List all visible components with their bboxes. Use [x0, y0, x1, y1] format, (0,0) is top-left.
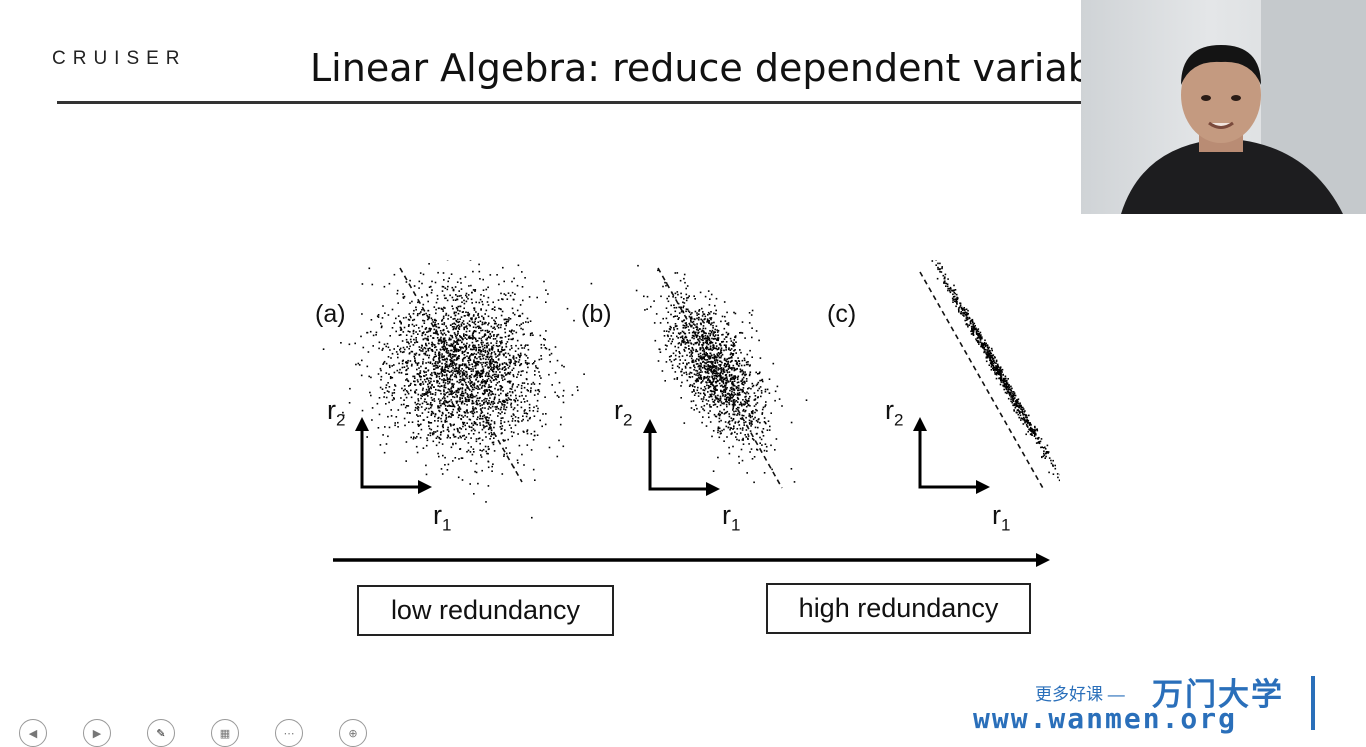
principal-line-c [920, 272, 1044, 490]
low-redundancy-box: low redundancy [357, 585, 614, 636]
axes-a [362, 427, 422, 487]
webcam-person-icon [1081, 0, 1366, 214]
axes-c-x-head [976, 480, 990, 494]
title-underline [57, 101, 1087, 104]
redundancy-arrow-head [1036, 553, 1050, 567]
axes-a-x-head [418, 480, 432, 494]
axes-a-y-head [355, 417, 369, 431]
axes-b-x-head [706, 482, 720, 496]
panel-b-label: (b) [581, 300, 612, 329]
scatter-cloud-b [636, 260, 808, 483]
prev-icon[interactable]: ◀ [19, 719, 47, 747]
redundancy-figure: (a) (b) (c) r2 r1 r2 r1 r2 r1 low redund… [300, 260, 1060, 650]
slide-title: Linear Algebra: reduce dependent variabl… [310, 46, 1126, 90]
panel-b-y-label: r2 [614, 395, 632, 430]
more-icon[interactable]: ⋯ [275, 719, 303, 747]
grid-icon[interactable]: ▦ [211, 719, 239, 747]
pen-icon[interactable]: ✎ [147, 719, 175, 747]
panel-a-label: (a) [315, 300, 346, 329]
axes-b-y-head [643, 419, 657, 433]
play-icon[interactable]: ▶ [83, 719, 111, 747]
panel-c-label: (c) [827, 300, 856, 329]
panel-a-y-label: r2 [327, 395, 345, 430]
logo: CRUISER [52, 48, 187, 70]
presenter-video [1081, 0, 1366, 214]
promo-divider [1311, 676, 1315, 730]
high-redundancy-box: high redundancy [766, 583, 1031, 634]
panel-a-x-label: r1 [433, 500, 451, 535]
axes-b [650, 429, 710, 489]
panel-c-y-label: r2 [885, 395, 903, 430]
promo-url: www.wanmen.org [973, 702, 1237, 735]
panel-c-x-label: r1 [992, 500, 1010, 535]
panel-b-x-label: r1 [722, 500, 740, 535]
axes-c-y-head [913, 417, 927, 431]
axes-c [920, 427, 980, 487]
zoom-icon[interactable]: ⊕ [339, 719, 367, 747]
